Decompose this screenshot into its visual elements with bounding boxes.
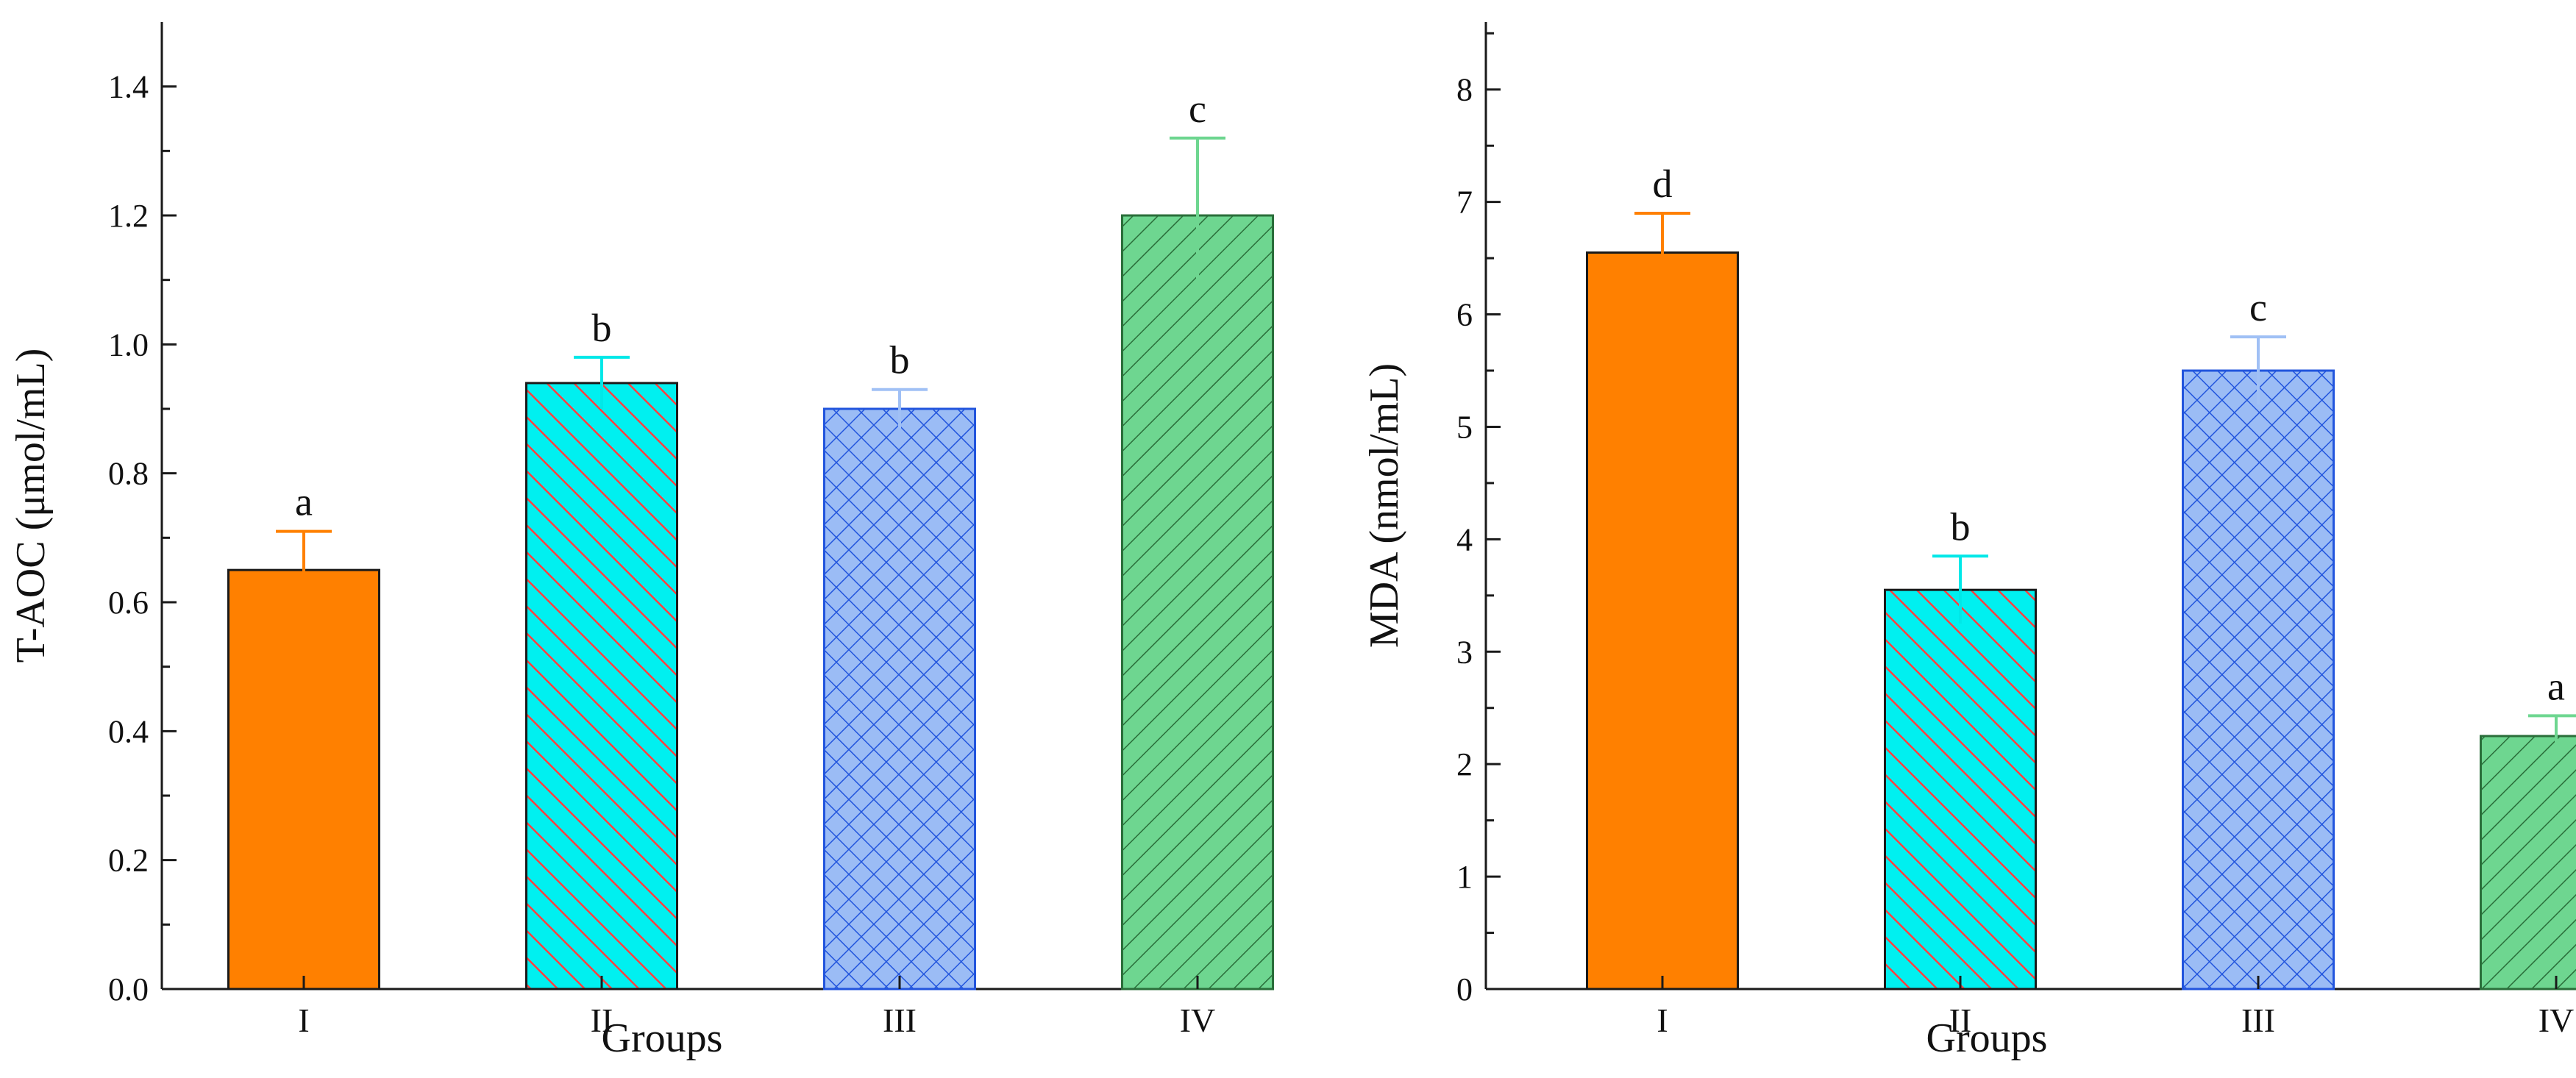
x-tick-label: I (298, 1002, 309, 1039)
bar-III (823, 407, 976, 990)
x-tick-label: II (591, 1002, 613, 1039)
mda-chart: 0 1 2 3 4 5 6 7 8 d Ib II c III a IV Groups MDA (nmol/mL) (1362, 22, 2576, 1061)
y-tick-label: 1 (1456, 859, 1473, 895)
significance-label: b (890, 338, 910, 382)
x-tick-label: II (1949, 1002, 1972, 1039)
y-tick-label: 3 (1456, 634, 1473, 670)
y-tick-label: 0.4 (108, 713, 149, 749)
y-tick-label: 0.2 (108, 843, 149, 879)
y-tick-label: 8 (1456, 72, 1473, 108)
bar-III (2182, 369, 2335, 990)
y-tick-label: 0.6 (108, 585, 149, 621)
y-tick-label: 6 (1456, 297, 1473, 333)
y-tick-label: 1.2 (108, 198, 149, 234)
x-tick-label: III (883, 1002, 917, 1039)
bar-I (227, 568, 380, 990)
bar-IV (1121, 214, 1274, 990)
significance-label: b (592, 306, 612, 350)
y-axis-title: MDA (nmol/mL) (1362, 363, 1407, 648)
y-tick-label: 4 (1456, 521, 1473, 557)
x-axis-title: Groups (1926, 1015, 2048, 1061)
significance-label: a (2547, 664, 2565, 708)
y-tick-label: 7 (1456, 185, 1473, 221)
x-tick-label: I (1657, 1002, 1668, 1039)
significance-label: d (1653, 162, 1673, 206)
x-axis-title: Groups (602, 1015, 723, 1061)
y-tick-label: 1.4 (108, 69, 149, 105)
bar-I (1586, 251, 1739, 990)
y-tick-label: 0 (1456, 971, 1473, 1007)
significance-label: a (295, 480, 313, 524)
y-tick-label: 0.8 (108, 456, 149, 492)
bar-II (1884, 588, 2037, 990)
bar-IV (2480, 735, 2576, 990)
t-aoc-chart: 0.0 0.2 0.4 0.6 0.8 1.0 1.2 1.4 a Ib II b III c IV Grou… (8, 22, 1274, 1061)
y-axis-title: T-AOC (μmol/mL) (8, 349, 54, 663)
y-tick-label: 1.0 (108, 326, 149, 363)
y-tick-label: 0.0 (108, 971, 149, 1007)
bar-II (525, 382, 678, 990)
significance-label: c (1189, 87, 1206, 131)
significance-label: c (2249, 285, 2267, 329)
y-tick-label: 5 (1456, 409, 1473, 445)
x-tick-label: IV (2538, 1002, 2575, 1039)
x-tick-label: III (2241, 1002, 2275, 1039)
y-tick-label: 2 (1456, 746, 1473, 782)
significance-label: b (1951, 504, 1971, 549)
x-tick-label: IV (1180, 1002, 1216, 1039)
